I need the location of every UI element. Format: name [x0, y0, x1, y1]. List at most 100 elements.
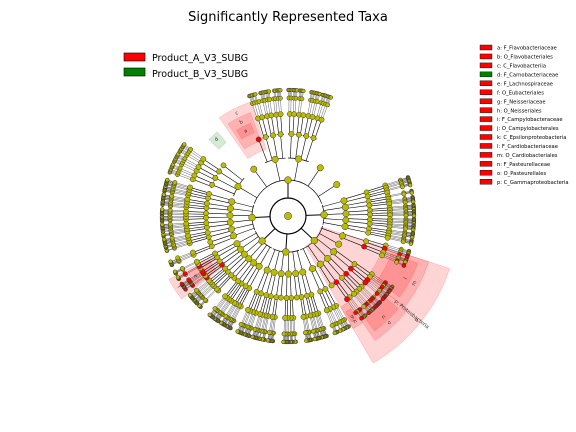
clade-label-b: b	[239, 119, 245, 126]
branch-line-1125	[207, 227, 232, 233]
tree-node-144	[325, 102, 331, 108]
branch-line-787	[265, 295, 271, 316]
branch-line-852	[247, 291, 257, 310]
tree-node-318	[394, 259, 399, 265]
tree-node-47	[220, 162, 227, 169]
branch-line-794	[266, 271, 273, 296]
tree-node-520	[266, 330, 272, 335]
branch-line-750	[280, 273, 284, 298]
key-label-2: c: C_Flavobacteriia	[497, 64, 546, 70]
tree-node-895	[284, 212, 292, 220]
branch-line-547	[342, 276, 357, 292]
branch-line-1283	[188, 194, 208, 200]
branch-line-1240	[186, 206, 207, 210]
branch-line-222	[343, 192, 367, 200]
branch-line-98	[262, 100, 267, 117]
branch-line-1226	[186, 211, 207, 213]
branch-line-127	[278, 98, 280, 115]
branch-line-1104	[231, 223, 254, 230]
branch-line-257	[323, 206, 346, 211]
branch-line-660	[307, 295, 314, 315]
legend-swatch-a	[123, 52, 146, 62]
branch-line-593	[326, 288, 337, 307]
branch-line-16	[194, 175, 213, 184]
tree-node-115	[301, 88, 306, 94]
branch-line-1303	[208, 193, 233, 201]
tree-node-499	[282, 315, 288, 321]
tree-node-425	[329, 323, 335, 328]
branch-line-972	[244, 239, 262, 255]
tree-node-740	[189, 249, 196, 256]
tree-node-385	[333, 279, 340, 286]
branch-line-773	[273, 250, 280, 273]
tree-node-338	[348, 265, 354, 272]
branch-line-1032	[203, 261, 221, 274]
branch-line-376	[369, 224, 390, 227]
tree-node-181	[401, 191, 407, 197]
clade-sector-d	[208, 131, 227, 150]
branch-line-1086	[193, 246, 213, 256]
branch-line-704	[293, 273, 298, 298]
tree-node-288	[400, 239, 406, 245]
branch-line-296	[345, 210, 370, 213]
branch-line-467	[363, 247, 383, 256]
branch-line-60	[203, 158, 221, 171]
branch-line-1056	[200, 257, 218, 269]
branch-line-364	[345, 221, 370, 224]
branch-line-220	[322, 200, 345, 207]
branch-line-118	[276, 114, 279, 135]
branch-line-184	[307, 116, 313, 137]
branch-line-589	[302, 248, 313, 269]
clade-label-l: l	[403, 277, 409, 281]
branch-line-1236	[230, 208, 253, 212]
tree-node-396	[359, 316, 364, 321]
tree-node-321	[335, 240, 343, 248]
branch-line-77	[257, 118, 265, 138]
branch-line-914	[230, 283, 243, 301]
branch-line-816	[266, 249, 276, 271]
tree-node-113	[299, 96, 305, 102]
branch-line-753	[274, 297, 278, 318]
tree-node-643	[212, 306, 218, 311]
tree-node-25	[195, 164, 202, 170]
branch-line-50	[200, 162, 219, 174]
branch-line-174	[304, 116, 309, 136]
legend-label-b: Product_B_V3_SUBG	[152, 69, 248, 80]
branch-line-912	[241, 263, 256, 284]
branch-line-159	[295, 134, 300, 159]
branch-line-1030	[219, 247, 240, 262]
branch-line-1084	[211, 237, 235, 247]
tree-node-399	[309, 265, 316, 273]
branch-line-840	[256, 269, 267, 292]
branch-line-511	[349, 269, 366, 283]
branch-line-1269	[187, 199, 208, 203]
tree-node-383	[366, 310, 371, 315]
branch-line-400	[368, 229, 389, 234]
branch-line-1170	[186, 223, 207, 227]
branch-line-71	[253, 169, 268, 188]
branch-line-569	[321, 262, 337, 283]
branch-line-445	[365, 241, 385, 249]
tree-node-290	[408, 241, 414, 246]
tree-node-723	[193, 258, 200, 265]
branch-line-161	[296, 114, 300, 135]
taxa-key: a: F_Flavobacteriaceae b: O_Flavobacteria…	[479, 44, 569, 186]
branch-line-52	[186, 155, 201, 164]
tree-node-353	[324, 255, 331, 262]
branch-line-1042	[202, 260, 220, 272]
tree-node-393	[344, 296, 350, 303]
tree-node-744	[175, 255, 180, 261]
branch-line-72	[274, 159, 281, 181]
key-label-0: a: F_Flavobacteriaceae	[497, 46, 557, 52]
branch-line-1022	[206, 265, 223, 278]
branch-line-151	[292, 98, 295, 115]
tree-node-743	[168, 259, 173, 264]
branch-line-682	[297, 273, 302, 297]
tree-node-64	[270, 132, 276, 139]
tree-node-183	[409, 190, 414, 195]
branch-line-1008	[208, 267, 225, 281]
branch-line-694	[300, 297, 304, 317]
tree-node-44	[188, 146, 193, 152]
branch-line-308	[369, 209, 390, 212]
tree-node-648	[228, 272, 235, 279]
